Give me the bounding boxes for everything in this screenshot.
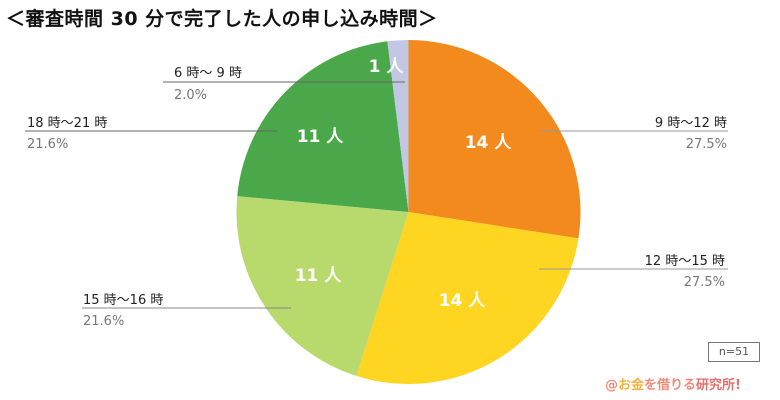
slice-count-label: 11 人 — [295, 266, 343, 286]
brand-icon: @ — [605, 378, 618, 393]
pct-15-16: 21.6% — [83, 314, 125, 329]
slice-count-labels: 14 人 14 人 11 人 11 人 1 人 — [295, 57, 513, 311]
pct-18-21: 21.6% — [27, 137, 69, 152]
pie-slice — [356, 212, 579, 385]
label-9-12: 9 時〜12 時 — [654, 116, 727, 131]
pie-slices — [236, 40, 581, 385]
slice-count-label: 11 人 — [297, 127, 345, 147]
sample-size-badge: n=51 — [708, 342, 760, 362]
slice-count-label: 1 人 — [369, 57, 405, 77]
pct-9-12: 27.5% — [685, 137, 727, 152]
leader-lines — [25, 81, 728, 309]
label-18-21: 18 時〜21 時 — [27, 116, 108, 131]
brand-text-1: お金 — [618, 378, 645, 393]
label-6-9: 6 時〜 9 時 — [174, 66, 242, 81]
pie-slice — [408, 40, 581, 239]
brand-logo: @お金を借りる研究所! — [605, 374, 741, 393]
label-15-16: 15 時〜16 時 — [83, 293, 164, 308]
slice-count-label: 14 人 — [465, 133, 513, 153]
brand-text-3: 研究所! — [696, 378, 741, 393]
pie-slice — [387, 40, 409, 212]
pie-slice — [236, 196, 409, 376]
pct-6-9: 2.0% — [174, 88, 208, 103]
slice-count-label: 14 人 — [439, 291, 487, 311]
label-12-15: 12 時〜15 時 — [644, 254, 725, 269]
chart-title: ＜審査時間 30 分で完了した人の申し込み時間＞ — [6, 8, 438, 30]
pct-12-15: 27.5% — [683, 275, 725, 290]
pie-slice — [237, 41, 409, 212]
brand-text-2: を借りる — [644, 378, 697, 393]
